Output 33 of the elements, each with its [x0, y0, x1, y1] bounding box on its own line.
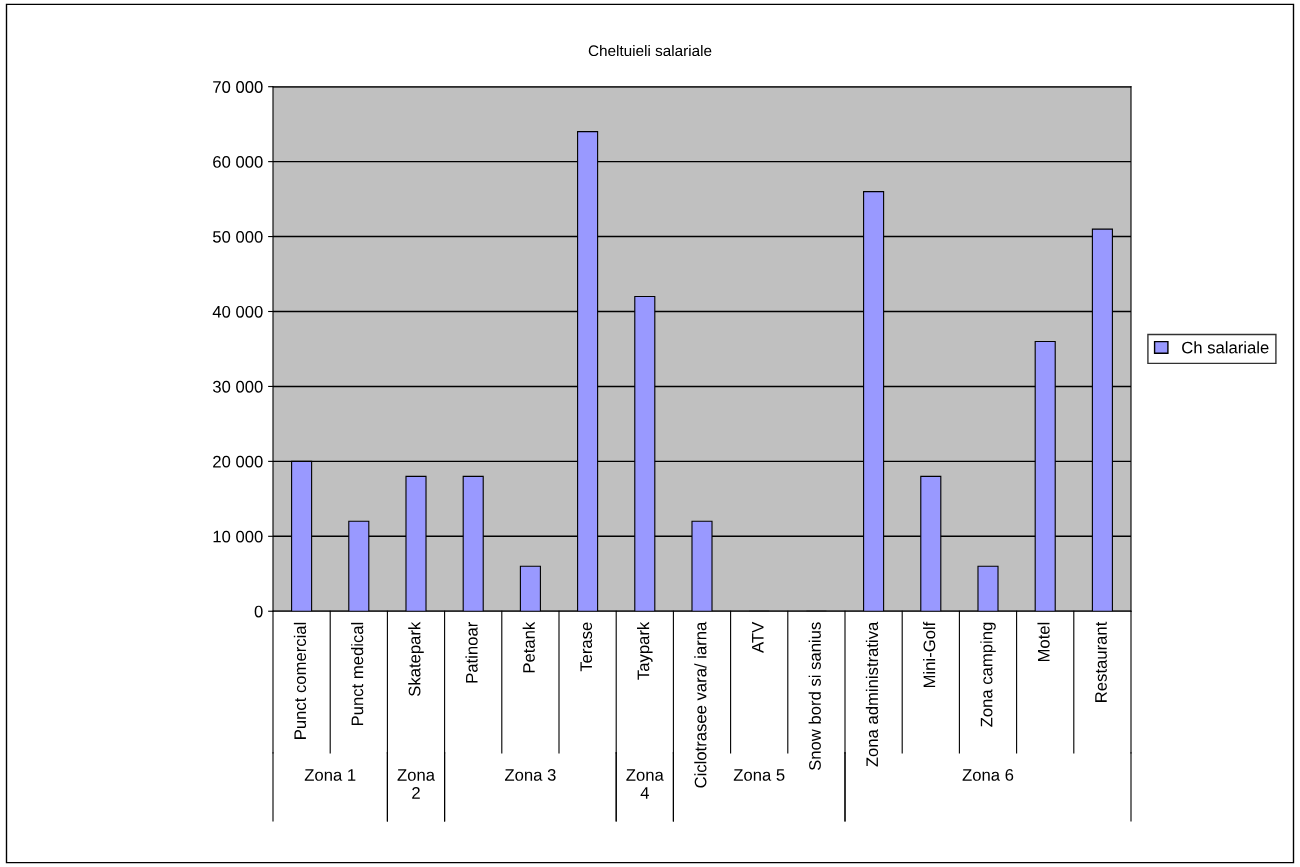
text: Zona 2 [397, 769, 435, 799]
text: Zona 1 [304, 769, 356, 781]
x-tick-label: Ciclotrasee vara/ iarna [694, 621, 707, 788]
x-tick-label: Restaurant [1095, 621, 1107, 702]
x-tick-label: Mini-Golf [923, 621, 936, 688]
x-tick-label: Patinoar [465, 622, 478, 683]
text: Zona 4 [626, 769, 664, 799]
y-tick-label: 40 000 [212, 305, 263, 318]
x-tick-label: Motel [1037, 622, 1050, 662]
text: Zona 5 [733, 769, 785, 781]
x-tick-label: Zona camping [980, 622, 996, 727]
text: Zona 6 [962, 769, 1014, 781]
x-tick-label: Zona administrativa [865, 621, 879, 767]
x-tick-label: Snow bord si sanius [808, 622, 821, 771]
y-tick-label: 10 000 [213, 530, 263, 543]
x-tick-label: Petank [522, 621, 535, 673]
bar [977, 565, 999, 612]
x-tick-label: Punct medical [351, 622, 364, 726]
x-tick-label: Taypark [637, 621, 653, 680]
x-tick-label: Skatepark [408, 621, 424, 696]
legend-label: Ch salariale [1182, 341, 1269, 354]
y-tick-label: 20 000 [213, 455, 263, 468]
y-tick-label: 60 000 [213, 156, 263, 168]
x-tick-label: ATV [752, 621, 764, 653]
x-tick-label: Punct comercial [293, 622, 307, 739]
bar [519, 565, 541, 612]
y-tick-label: 50 000 [212, 230, 263, 243]
chart-title: Cheltuieli salariale [588, 44, 712, 57]
y-tick-label: 0 [254, 605, 263, 618]
x-tick-label: Terase [580, 622, 593, 672]
text: Zona 3 [504, 769, 556, 781]
y-tick-label: 30 000 [212, 380, 263, 393]
y-tick-label: 70 000 [213, 81, 263, 93]
